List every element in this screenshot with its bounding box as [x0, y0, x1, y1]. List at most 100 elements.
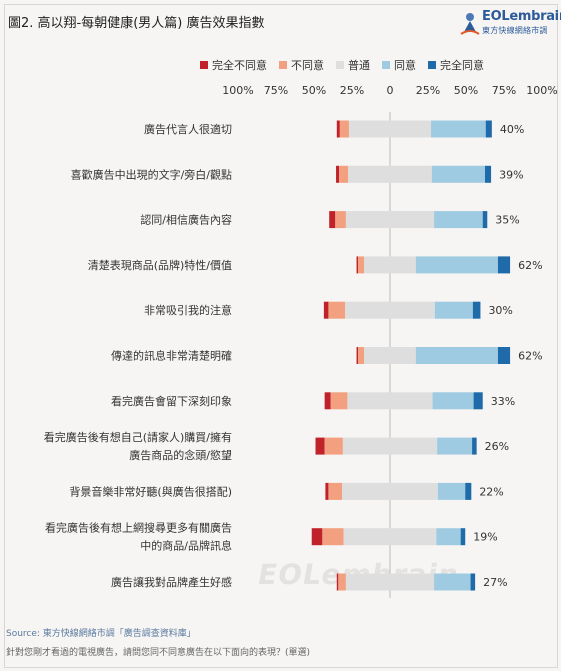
chart-title: 圖2. 高以翔-每朝健康(男人篇) 廣告效果指數: [8, 16, 265, 31]
data-label: 62%: [518, 259, 542, 272]
logo-subtitle: 東方快線網絡市調: [482, 26, 548, 35]
category-label: 廣告商品的念頭/慾望: [129, 448, 232, 462]
category-label: 廣告讓我對品牌產生好感: [111, 575, 232, 589]
bar-strongly-agree: [465, 482, 472, 500]
bar-disagree: [322, 528, 344, 546]
bar-agree: [415, 347, 498, 364]
bar-strongly-agree: [470, 573, 476, 591]
data-label: 40%: [500, 123, 524, 136]
x-tick-label: 50%: [302, 84, 326, 97]
bar-neutral: [348, 120, 432, 138]
x-tick-label: 75%: [264, 84, 288, 97]
bar-strongly-disagree: [311, 528, 323, 546]
bar-disagree: [324, 437, 343, 455]
legend-item: 完全同意: [428, 57, 484, 73]
bar-strongly-disagree: [325, 482, 329, 500]
bar-strongly-disagree: [315, 437, 325, 455]
bar-neutral: [345, 211, 435, 229]
bar-agree: [432, 392, 474, 410]
bar-agree: [436, 528, 461, 546]
legend-label: 同意: [394, 59, 416, 72]
x-tick-label: 0: [387, 84, 394, 97]
bar-strongly-agree: [485, 165, 492, 183]
bar-neutral: [364, 347, 416, 364]
bar-strongly-disagree: [356, 256, 359, 274]
bar-agree: [431, 120, 486, 138]
bar-disagree: [335, 211, 346, 229]
eolembrain-logo-icon: [460, 13, 480, 35]
bar-neutral: [345, 301, 435, 319]
legend-item: 同意: [382, 57, 416, 73]
bar-neutral: [342, 482, 438, 500]
data-label: 19%: [473, 531, 497, 544]
bar-neutral: [345, 573, 435, 591]
data-label: 30%: [488, 304, 512, 317]
bar-neutral: [348, 165, 432, 183]
bar-strongly-agree: [473, 392, 483, 410]
bar-disagree: [358, 347, 365, 364]
bar-disagree: [328, 301, 346, 319]
bar-agree: [434, 573, 471, 591]
category-label: 認同/相信廣告內容: [140, 213, 232, 227]
bar-strongly-agree: [497, 347, 511, 364]
bar-agree: [431, 165, 485, 183]
data-label: 26%: [485, 440, 509, 453]
legend-label: 完全同意: [440, 59, 484, 72]
legend-swatch: [200, 61, 208, 69]
logo-name: EOLembrain: [482, 9, 561, 24]
bar-agree: [415, 256, 498, 274]
category-label: 傳達的訊息非常清楚明確: [111, 349, 232, 363]
bar-disagree: [338, 573, 346, 591]
legend-label: 完全不同意: [212, 59, 267, 72]
bar-strongly-disagree: [323, 301, 329, 319]
category-label: 廣告代言人很適切: [144, 122, 232, 136]
bar-neutral: [343, 528, 437, 546]
category-label: 清楚表現商品(品牌)特性/價值: [88, 258, 232, 272]
category-label: 看完廣告後有想自己(請家人)購買/擁有: [44, 430, 232, 444]
x-tick-label: 25%: [416, 84, 440, 97]
category-label: 看完廣告後有想上網搜尋更多有關廣告: [45, 521, 232, 535]
data-label: 22%: [479, 485, 503, 498]
bar-disagree: [339, 120, 349, 138]
category-label: 非常吸引我的注意: [144, 303, 232, 317]
bar-neutral: [342, 437, 438, 455]
bar-neutral: [364, 256, 416, 274]
data-label: 39%: [499, 168, 523, 181]
bar-strongly-agree: [485, 120, 492, 138]
bar-disagree: [358, 256, 365, 274]
bar-strongly-agree: [497, 256, 511, 274]
legend-item: 不同意: [279, 57, 324, 73]
data-label: 33%: [491, 395, 515, 408]
bar-disagree: [328, 482, 343, 500]
legend-item: 完全不同意: [200, 57, 267, 73]
data-label: 62%: [518, 350, 542, 363]
data-label: 27%: [483, 576, 507, 589]
category-label: 背景音樂非常好聽(與廣告很搭配): [69, 484, 232, 498]
x-tick-label: 100%: [222, 84, 253, 97]
category-label: 看完廣告會留下深刻印象: [111, 394, 232, 408]
legend-swatch: [428, 61, 436, 69]
x-tick-label: 25%: [340, 84, 364, 97]
survey-question-note: 針對您剛才看過的電視廣告，請問您同不同意廣告在以下面向的表現？(單選): [6, 648, 311, 658]
legend-item: 普通: [336, 57, 370, 73]
bar-strongly-disagree: [324, 392, 331, 410]
bar-strongly-agree: [482, 211, 488, 229]
legend-label: 不同意: [291, 59, 324, 72]
legend-swatch: [382, 61, 390, 69]
bar-disagree: [330, 392, 348, 410]
x-tick-label: 100%: [526, 84, 557, 97]
bar-strongly-agree: [460, 528, 466, 546]
bar-strongly-agree: [472, 301, 481, 319]
bar-agree: [437, 482, 466, 500]
legend-swatch: [336, 61, 344, 69]
chart-frame: [4, 4, 558, 668]
legend-swatch: [279, 61, 287, 69]
bar-strongly-disagree: [329, 211, 336, 229]
bar-strongly-disagree: [356, 347, 359, 364]
category-label: 喜歡廣告中出現的文字/旁白/觀點: [71, 167, 232, 181]
data-label: 35%: [495, 214, 519, 227]
source-note: Source: 東方快線網絡市調「廣告調查資料庫」: [6, 629, 196, 639]
bar-disagree: [339, 165, 349, 183]
bar-strongly-disagree: [336, 573, 339, 591]
